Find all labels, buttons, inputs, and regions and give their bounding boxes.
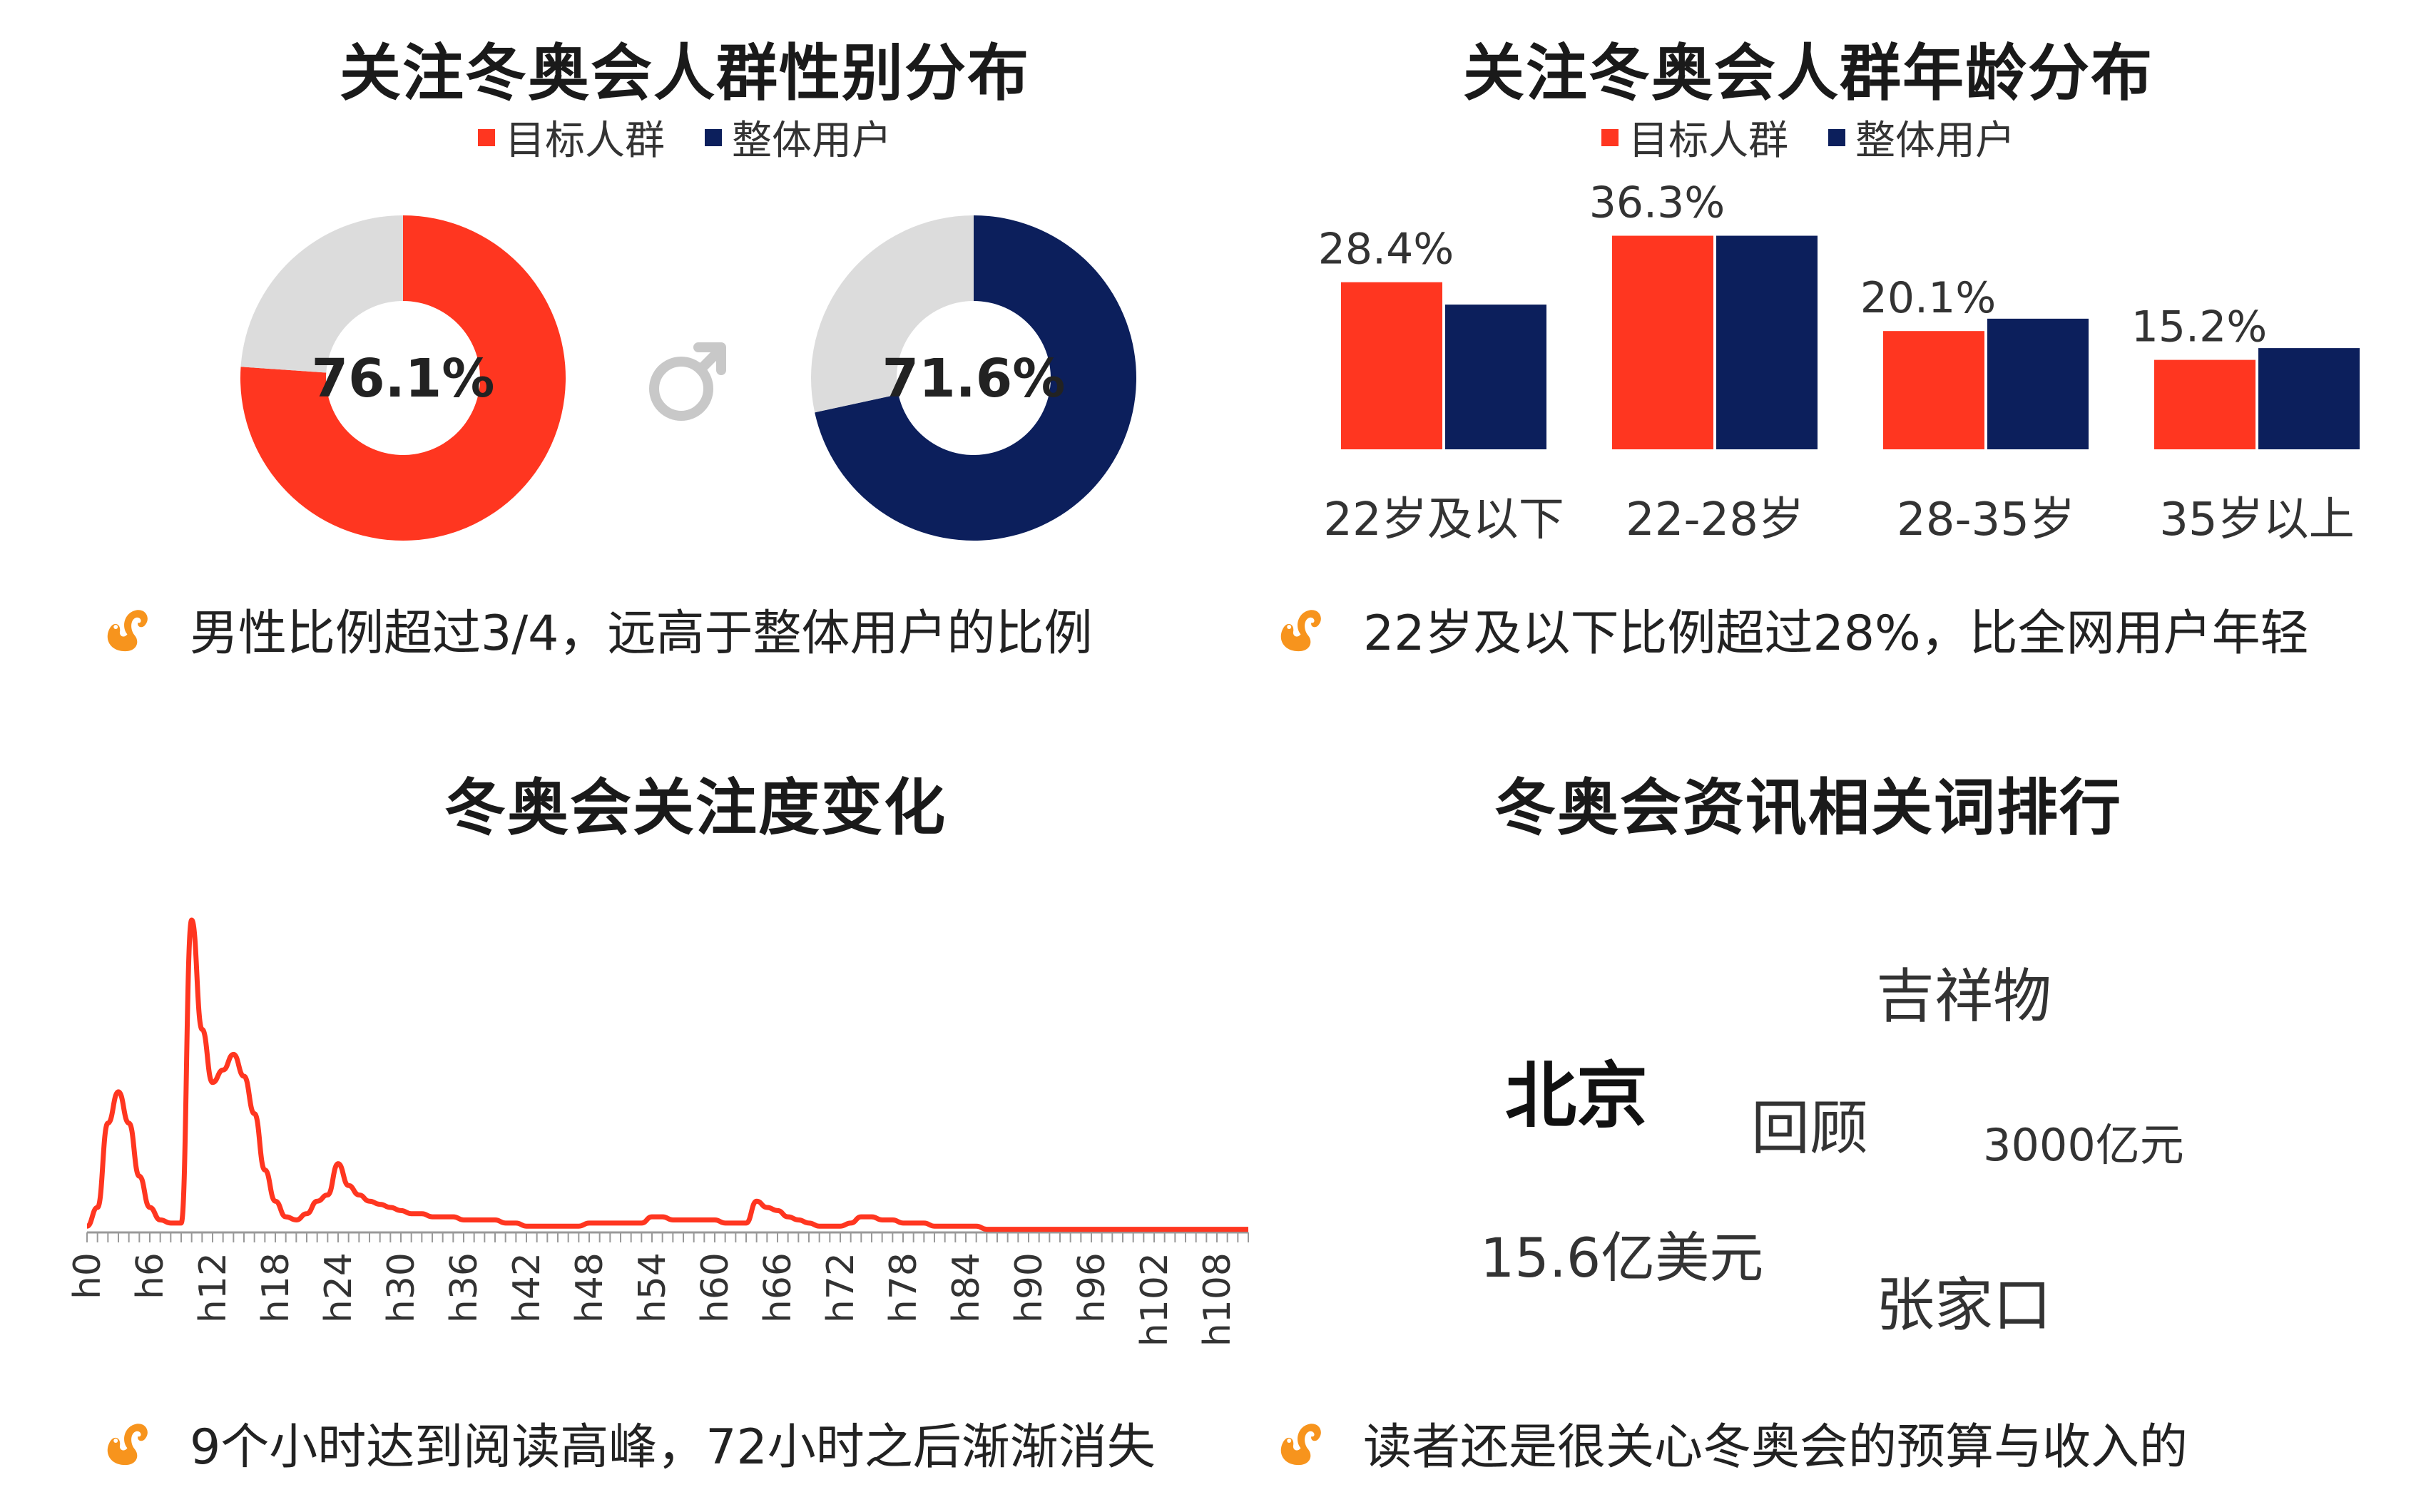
legend-swatch-overall <box>705 128 722 146</box>
legend-swatch-overall <box>1828 128 1845 146</box>
x-tick-label: h42 <box>506 1252 549 1323</box>
gender-note: 男性比例超过3/4，远高于整体用户的比例 <box>100 593 1092 664</box>
bar-value-label: 20.1% <box>1860 273 1997 323</box>
legend-item-overall: 整体用户 <box>1828 108 2015 166</box>
male-symbol-icon <box>649 342 726 421</box>
legend-item-target: 目标人群 <box>478 108 665 166</box>
squirrel-mascot-icon <box>107 1423 148 1465</box>
x-tick-label: h0 <box>66 1252 109 1299</box>
donut-target: 76.1% <box>240 215 566 541</box>
trend-series-line <box>86 917 1248 1232</box>
age-note: 22岁及以下比例超过28%，比全网用户年轻 <box>1273 593 2309 664</box>
age-note-text: 22岁及以下比例超过28%，比全网用户年轻 <box>1363 606 2309 662</box>
x-tick-label: h12 <box>192 1252 235 1323</box>
legend-label-target: 目标人群 <box>505 118 665 164</box>
bar-overall <box>1987 318 2089 449</box>
bar-overall <box>2258 348 2360 449</box>
squirrel-mascot-icon <box>1280 609 1321 651</box>
word-review: 回顾 <box>1751 1095 1869 1163</box>
trend-note: 9个小时达到阅读高峰，72小时之后渐渐消失 <box>100 1407 1156 1478</box>
word-3000-billion-yuan: 3000亿元 <box>1983 1119 2184 1171</box>
bar-target <box>1341 282 1442 449</box>
x-tick-label: h36 <box>443 1252 486 1323</box>
legend-label-overall: 整体用户 <box>1855 118 2015 164</box>
x-tick-label: h24 <box>317 1252 360 1323</box>
x-tick-label: h30 <box>380 1252 423 1323</box>
trend-note-text: 9个小时达到阅读高峰，72小时之后渐渐消失 <box>190 1419 1156 1476</box>
donut-slice-remainder <box>240 215 403 373</box>
x-tick-label: h78 <box>882 1252 925 1323</box>
category-label: 28-35岁 <box>1897 494 2075 546</box>
gender-donut-charts: 76.1% 71.6% <box>240 215 1136 541</box>
gender-chart-title: 关注冬奥会人群性别分布 <box>340 38 1030 109</box>
bar-value-label: 15.2% <box>2131 302 2268 352</box>
word-zhangjiakou: 张家口 <box>1876 1272 2052 1339</box>
age-bar-chart: 28.4% 22岁及以下 36.3% 22-28岁 20.1% 28-35岁 15.2% 35… <box>1318 178 2360 546</box>
age-chart-title: 关注冬奥会人群年龄分布 <box>1463 38 2153 109</box>
bar-value-label: 28.4% <box>1318 225 1454 275</box>
donut-slice-main <box>815 215 1136 541</box>
legend-item-target: 目标人群 <box>1601 108 1788 166</box>
gender-legend: 目标人群 整体用户 <box>478 108 892 166</box>
word-1-56-billion-usd: 15.6亿美元 <box>1480 1226 1764 1289</box>
x-tick-label: h108 <box>1196 1252 1239 1347</box>
category-label: 22岁及以下 <box>1323 494 1564 546</box>
legend-item-overall: 整体用户 <box>705 108 892 166</box>
words-title: 冬奥会资讯相关词排行 <box>1494 772 2122 844</box>
x-tick-label: h54 <box>631 1252 674 1323</box>
bar-value-label: 36.3% <box>1589 178 1726 228</box>
squirrel-mascot-icon <box>1280 1423 1321 1465</box>
x-tick-label: h18 <box>255 1252 297 1323</box>
donut-slice-main <box>240 215 566 541</box>
x-tick-label: h60 <box>694 1252 737 1323</box>
legend-swatch-target <box>1601 128 1619 146</box>
trend-chart-title: 冬奥会关注度变化 <box>444 772 947 844</box>
x-tick-label: h48 <box>569 1252 611 1323</box>
x-tick-label: h84 <box>945 1252 988 1323</box>
words-note-text: 读者还是很关心冬奥会的预算与收入的 <box>1363 1419 2188 1476</box>
x-tick-label: h66 <box>757 1252 800 1323</box>
age-legend: 目标人群 整体用户 <box>1601 108 2015 166</box>
donut-slice-remainder <box>811 215 974 413</box>
legend-swatch-target <box>478 128 495 146</box>
gender-note-text: 男性比例超过3/4，远高于整体用户的比例 <box>190 606 1093 662</box>
bar-target <box>1612 235 1713 449</box>
bar-target <box>2154 359 2255 449</box>
x-tick-label: h6 <box>129 1252 172 1299</box>
donut-center-label: 71.6% <box>882 348 1066 409</box>
x-tick-label: h102 <box>1133 1252 1176 1347</box>
word-mascot: 吉祥物 <box>1876 963 2052 1031</box>
category-label: 22-28岁 <box>1626 494 1804 546</box>
x-tick-label: h72 <box>820 1252 862 1323</box>
donut-overall: 71.6% <box>811 215 1136 541</box>
bar-overall <box>1445 305 1546 449</box>
word-beijing: 北京 <box>1505 1054 1648 1138</box>
bar-target <box>1883 331 1984 449</box>
trend-line-chart: h0 h6 h12 h18 h24 h30 h36 h42 h48 h54 h60 h66 h72 h78… <box>66 917 1249 1347</box>
legend-label-overall: 整体用户 <box>732 118 892 164</box>
squirrel-mascot-icon <box>107 609 148 651</box>
bar-overall <box>1716 235 1818 449</box>
category-label: 35岁以上 <box>2159 494 2354 546</box>
words-note: 读者还是很关心冬奥会的预算与收入的 <box>1273 1407 2188 1478</box>
x-tick-label: h96 <box>1071 1252 1113 1323</box>
legend-label-target: 目标人群 <box>1628 118 1788 164</box>
donut-center-label: 76.1% <box>312 348 495 409</box>
x-tick-label: h90 <box>1008 1252 1051 1323</box>
